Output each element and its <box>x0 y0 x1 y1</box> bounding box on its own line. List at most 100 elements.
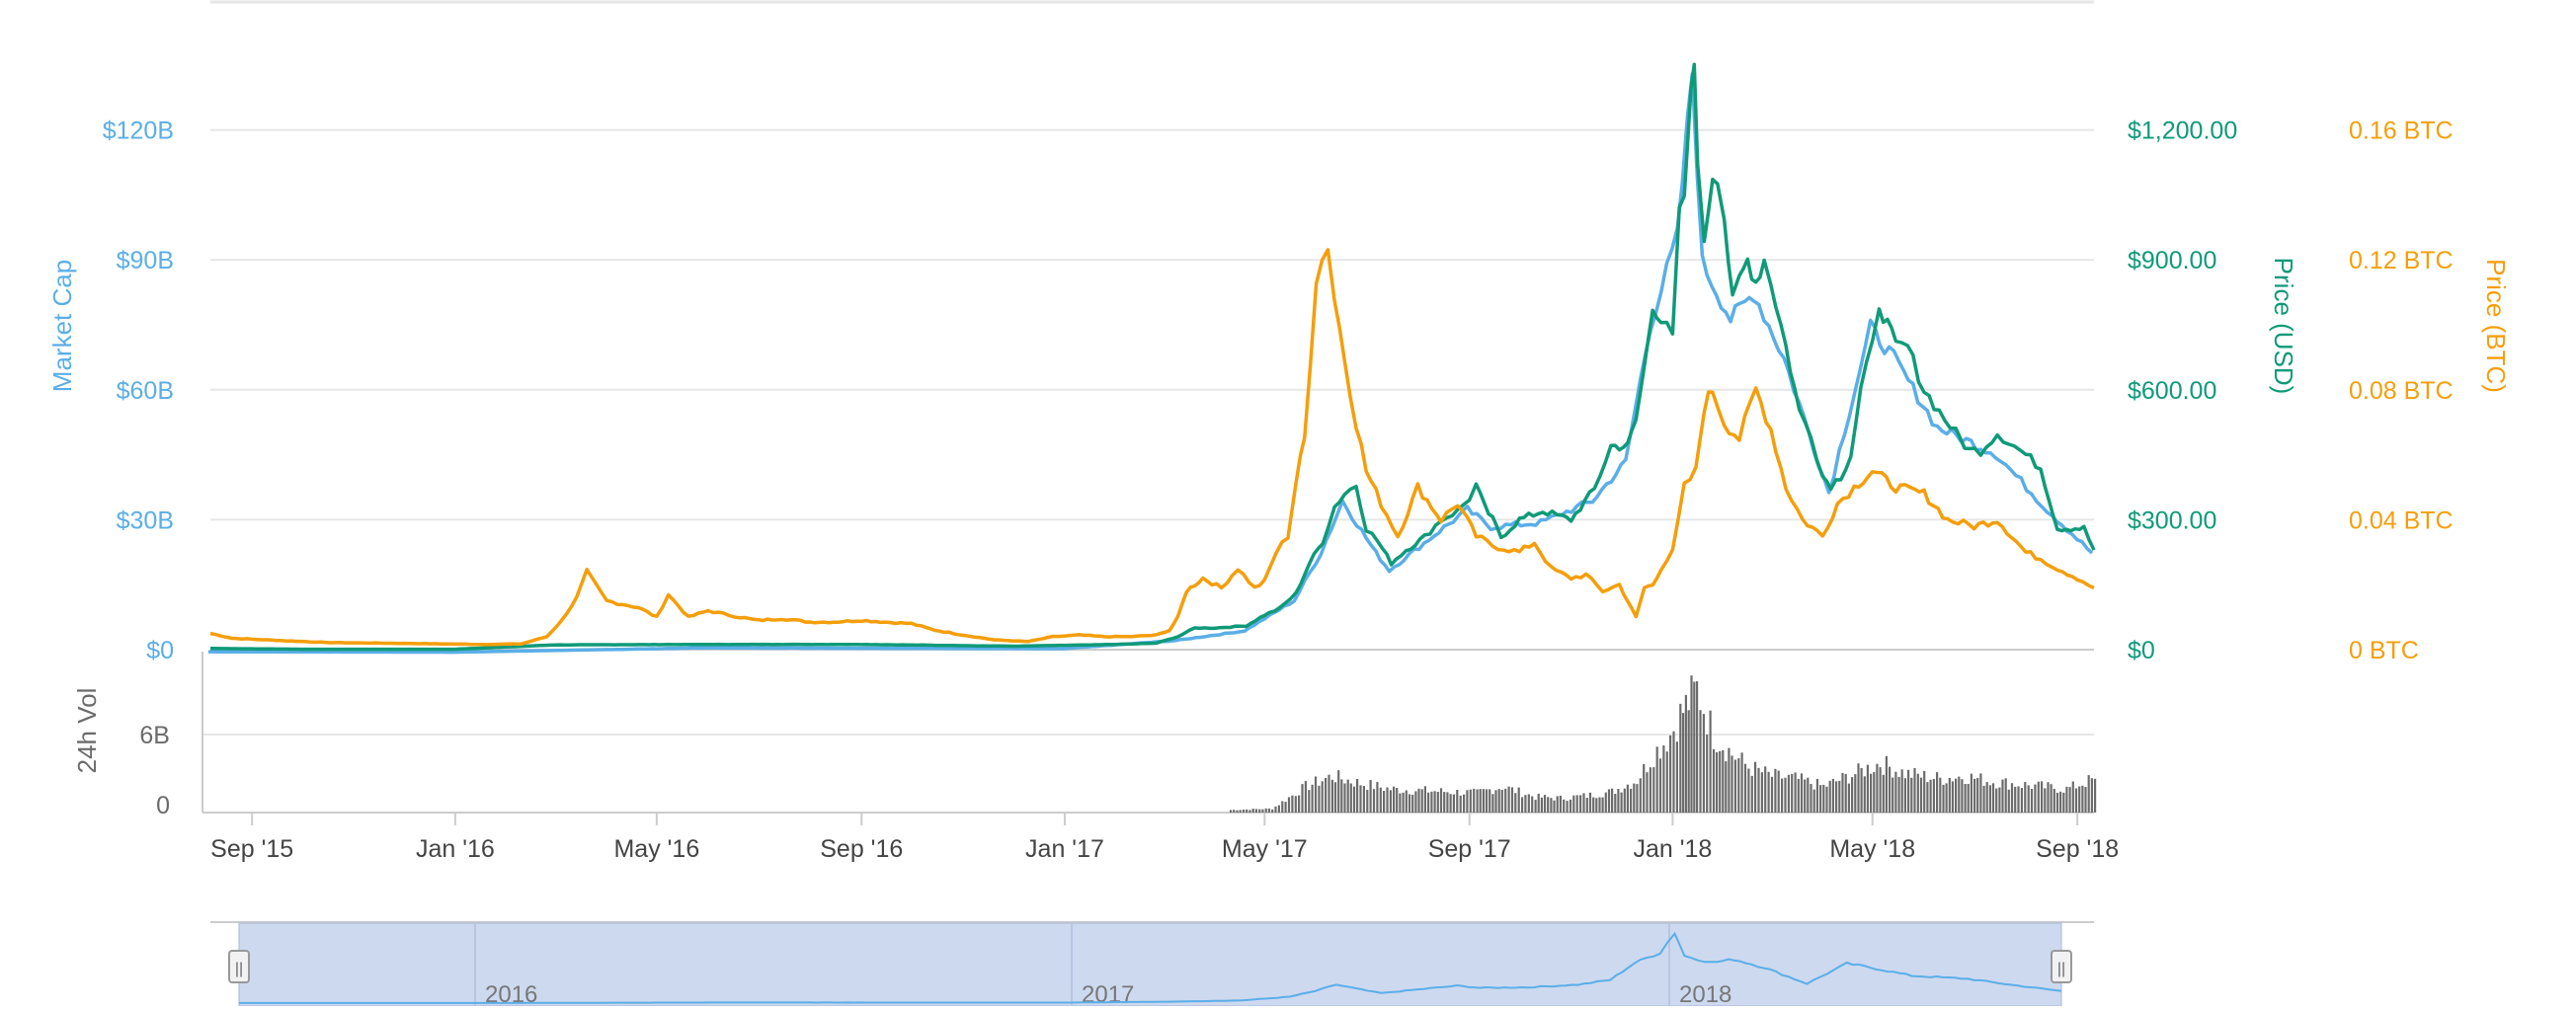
volume-bar <box>1693 681 1696 813</box>
volume-bar <box>1607 789 1611 813</box>
volume-bar <box>1271 809 1274 813</box>
volume-tick-label: 0 <box>156 792 170 819</box>
volume-bar <box>2078 786 2081 813</box>
volume-bar <box>1423 786 1426 813</box>
volume-bar <box>1743 763 1747 813</box>
volume-bar <box>1372 789 1376 813</box>
volume-bar <box>1383 791 1386 813</box>
volume-bar <box>1540 797 1543 813</box>
volume-bar <box>2007 789 2010 813</box>
navigator-left-handle[interactable]: || <box>228 950 250 983</box>
volume-bar <box>1579 795 1582 813</box>
volume-bar <box>1760 772 1763 813</box>
volume-bar <box>1942 784 1945 813</box>
volume-bar <box>1679 703 1682 813</box>
volume-bar <box>1787 774 1790 813</box>
volume-bar <box>1531 796 1534 813</box>
volume-bar <box>1747 768 1750 813</box>
navigator-right-handle[interactable]: || <box>2051 950 2072 983</box>
x-tick-label: Jan '18 <box>1633 835 1712 863</box>
volume-bar <box>1633 783 1636 813</box>
volume-bar <box>1328 774 1330 813</box>
volume-bar <box>1420 789 1423 813</box>
volume-bar <box>1652 767 1655 813</box>
volume-bar <box>2024 782 2027 813</box>
volume-bar <box>1500 790 1503 813</box>
volume-bar <box>1267 808 1270 813</box>
volume-bar <box>1543 795 1547 813</box>
price-usd-line <box>210 62 2096 652</box>
volume-bar <box>1614 794 1617 813</box>
volume-bar <box>1894 771 1897 813</box>
volume-bar <box>1643 763 1646 813</box>
volume-bar <box>1236 810 1239 813</box>
volume-bar <box>1304 781 1307 813</box>
x-tick-label: Jan '16 <box>416 835 495 863</box>
volume-bar <box>1294 796 1297 813</box>
volume-bar <box>1857 763 1860 813</box>
volume-bar <box>1233 810 1236 813</box>
volume-bar <box>1491 794 1494 813</box>
volume-bar <box>1699 710 1702 813</box>
navigator-year-label: 2017 <box>1082 981 1134 1006</box>
price-usd-tick-label: $300.00 <box>2128 506 2216 534</box>
volume-bar <box>1494 790 1497 813</box>
volume-ticks: 0 6B <box>139 722 170 819</box>
navigator-year-label: 2018 <box>1679 981 1731 1006</box>
volume-bar <box>1649 767 1651 813</box>
volume-bar <box>2087 775 2090 813</box>
x-tick-label: Sep '16 <box>820 835 903 863</box>
volume-bar <box>2084 787 2087 813</box>
volume-bar <box>2030 789 2034 813</box>
volume-bar <box>1831 778 1834 813</box>
volume-bar <box>1318 785 1321 813</box>
volume-bar <box>1588 792 1592 813</box>
volume-bar <box>1970 773 1972 813</box>
volume-bar <box>1436 792 1439 813</box>
volume-bar <box>1955 778 1958 813</box>
volume-bar <box>1630 788 1633 813</box>
volume-bar <box>1569 799 1572 813</box>
volume-bar <box>1897 776 1900 813</box>
volume-bar <box>1784 777 1787 813</box>
volume-bar <box>2020 788 2023 813</box>
volume-bar <box>1482 789 1485 813</box>
volume-bar <box>1476 789 1479 813</box>
volume-bar <box>1690 675 1693 813</box>
volume-bar <box>1261 809 1264 813</box>
volume-bar <box>1722 750 1725 813</box>
volume-bar <box>1777 770 1780 813</box>
volume-bar <box>1948 778 1951 813</box>
volume-bar <box>1514 793 1517 813</box>
volume-bar <box>1595 798 1598 813</box>
market-cap-axis-title: Market Cap <box>47 260 77 392</box>
volume-bar <box>2062 792 2065 813</box>
volume-bar <box>1835 781 1838 813</box>
volume-bar <box>1527 794 1530 813</box>
volume-bar <box>1246 809 1248 813</box>
volume-bar <box>1254 809 1257 813</box>
volume-bar <box>1998 787 2001 813</box>
volume-bar <box>1433 791 1436 813</box>
volume-bar <box>1662 745 1665 813</box>
price-usd-ticks: $0 $300.00 $600.00 $900.00 $1,200.00 <box>2128 117 2237 664</box>
volume-bar <box>1961 779 1964 813</box>
volume-bar <box>1582 793 1585 813</box>
volume-bar <box>1728 747 1731 813</box>
volume-bar <box>2068 787 2071 813</box>
range-navigator[interactable]: 2016 2017 2018 || || <box>210 921 2094 1008</box>
volume-bar <box>1617 789 1620 813</box>
volume-bar <box>1847 783 1850 813</box>
volume-bar <box>1340 779 1343 813</box>
volume-bar <box>1537 793 1540 813</box>
price-btc-line <box>209 248 2095 647</box>
volume-bar <box>1819 785 1822 813</box>
volume-bar <box>1396 788 1399 813</box>
volume-bars <box>1229 675 2097 813</box>
volume-bar <box>1298 795 1301 813</box>
volume-bar <box>2004 778 2007 813</box>
volume-bar <box>1301 784 1304 813</box>
volume-bar <box>1459 795 1462 813</box>
volume-bar <box>2065 786 2068 813</box>
